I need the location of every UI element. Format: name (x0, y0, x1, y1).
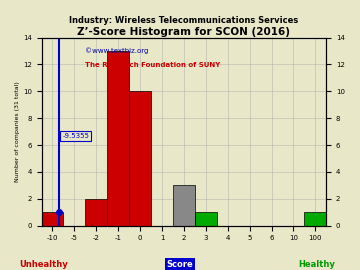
Bar (304, 212, 326, 226)
Bar (173, 185, 195, 226)
Bar (41, 212, 63, 226)
Y-axis label: Number of companies (31 total): Number of companies (31 total) (15, 81, 20, 182)
Title: Z’-Score Histogram for SCON (2016): Z’-Score Histogram for SCON (2016) (77, 27, 291, 37)
Bar (85, 199, 107, 226)
Text: ©www.textbiz.org: ©www.textbiz.org (85, 47, 149, 54)
Text: -9.5355: -9.5355 (62, 133, 89, 139)
Bar (129, 91, 151, 226)
Bar (107, 51, 129, 226)
Bar (195, 212, 217, 226)
Text: Score: Score (167, 260, 193, 269)
Text: Healthy: Healthy (298, 260, 335, 269)
Text: Unhealthy: Unhealthy (19, 260, 68, 269)
Text: Industry: Wireless Telecommunications Services: Industry: Wireless Telecommunications Se… (69, 16, 298, 25)
Text: The Research Foundation of SUNY: The Research Foundation of SUNY (85, 62, 221, 68)
